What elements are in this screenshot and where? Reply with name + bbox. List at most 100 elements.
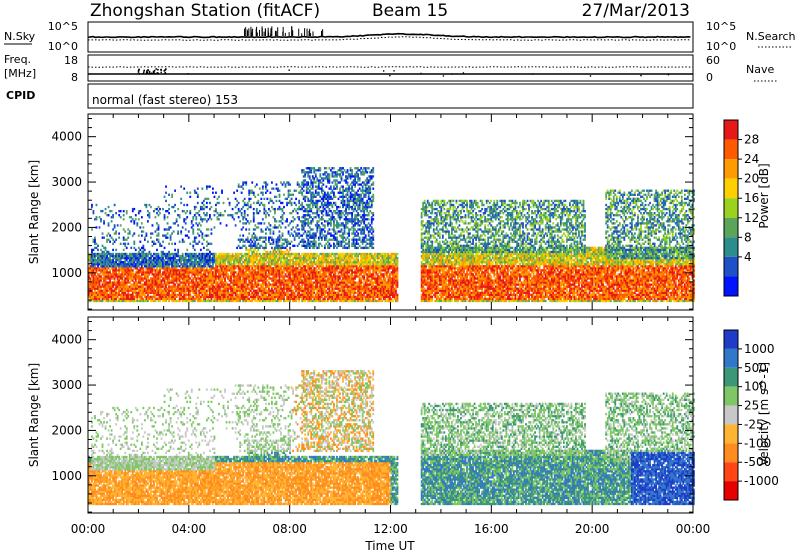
heatmap-cell: [298, 237, 300, 239]
heatmap-cell: [291, 241, 293, 243]
heatmap-cell: [325, 283, 327, 285]
freq-dot: [389, 75, 391, 77]
heatmap-cell: [200, 230, 202, 232]
heatmap-cell: [265, 247, 267, 249]
heatmap-cell: [327, 259, 329, 261]
heatmap-cell: [200, 224, 202, 226]
heatmap-cell: [248, 228, 250, 230]
heatmap-cell: [174, 204, 176, 206]
heatmap-cell: [253, 202, 255, 204]
heatmap-cell: [201, 237, 203, 239]
heatmap-cell: [118, 237, 120, 239]
heatmap-cell: [111, 237, 113, 239]
freq-dot: [150, 72, 152, 74]
heatmap-cell: [239, 300, 241, 302]
heatmap-cell: [168, 300, 170, 302]
heatmap-cell: [232, 208, 234, 210]
heatmap-cell: [268, 239, 270, 241]
heatmap-cell: [286, 218, 288, 220]
heatmap-cell: [111, 210, 113, 212]
heatmap-cell: [241, 253, 243, 255]
heatmap-cell: [248, 298, 250, 300]
heatmap-cell: [256, 208, 258, 210]
heatmap-cell: [242, 218, 244, 220]
heatmap-cell: [312, 200, 314, 202]
heatmap-cell: [254, 234, 256, 236]
heatmap-cell: [298, 183, 300, 185]
heatmap-cell: [96, 216, 98, 218]
heatmap-cell: [303, 263, 305, 265]
heatmap-cell: [126, 210, 128, 212]
heatmap-cell: [322, 183, 324, 185]
heatmap-cell: [257, 200, 259, 202]
heatmap-cell: [268, 288, 270, 290]
heatmap-cell: [124, 261, 126, 263]
heatmap-cell: [332, 212, 334, 214]
heatmap-cell: [99, 273, 101, 275]
heatmap-cell: [147, 210, 149, 212]
heatmap-cell: [91, 228, 93, 230]
heatmap-cell: [236, 292, 238, 294]
heatmap-cell: [90, 277, 92, 279]
heatmap-cell: [262, 230, 264, 232]
heatmap-cell: [152, 255, 154, 257]
heatmap-cell: [185, 296, 187, 298]
heatmap-cell: [103, 222, 105, 224]
heatmap-cell: [214, 226, 216, 228]
heatmap-cell: [265, 210, 267, 212]
heatmap-cell: [108, 222, 110, 224]
heatmap-cell: [209, 185, 211, 187]
heatmap-cell: [319, 196, 321, 198]
heatmap-cell: [126, 212, 128, 214]
heatmap-cell: [168, 204, 170, 206]
freq-panel: Freq. [MHz] 18 8 60 0 Nave: [4, 53, 778, 84]
heatmap-cell: [115, 271, 117, 273]
heatmap-cell: [203, 212, 205, 214]
heatmap-cell: [217, 281, 219, 283]
heatmap-cell: [266, 190, 268, 192]
heatmap-cell: [283, 206, 285, 208]
heatmap-cell: [109, 269, 111, 271]
heatmap-cell: [325, 290, 327, 292]
heatmap-cell: [260, 198, 262, 200]
heatmap-cell: [188, 230, 190, 232]
heatmap-cell: [324, 298, 326, 300]
heatmap-cell: [232, 214, 234, 216]
heatmap-cell: [204, 265, 206, 267]
heatmap-cell: [235, 271, 237, 273]
heatmap-cell: [197, 275, 199, 277]
heatmap-cell: [265, 185, 267, 187]
heatmap-cell: [155, 216, 157, 218]
heatmap-cell: [289, 200, 291, 202]
heatmap-cell: [150, 206, 152, 208]
freq-dot: [142, 73, 144, 75]
heatmap-cell: [312, 175, 314, 177]
heatmap-cell: [298, 292, 300, 294]
heatmap-cell: [94, 273, 96, 275]
heatmap-cell: [100, 218, 102, 220]
heatmap-cell: [324, 192, 326, 194]
heatmap-cell: [262, 194, 264, 196]
heatmap-cell: [283, 290, 285, 292]
heatmap-cell: [289, 257, 291, 259]
heatmap-cell: [257, 292, 259, 294]
freq-dot: [160, 69, 162, 71]
noise-panel: N.Sky 10^5 10^0 10^5 10^0 N.Search: [4, 20, 796, 53]
heatmap-cell: [139, 249, 141, 251]
heatmap-cell: [168, 194, 170, 196]
heatmap-cell: [248, 222, 250, 224]
heatmap-cell: [115, 212, 117, 214]
heatmap-cell: [319, 243, 321, 245]
heatmap-cell: [273, 188, 275, 190]
heatmap-cell: [226, 224, 228, 226]
heatmap-cell: [214, 196, 216, 198]
heatmap-cell: [262, 286, 264, 288]
heatmap-cell: [133, 208, 135, 210]
heatmap-cell: [105, 279, 107, 281]
heatmap-cell: [194, 214, 196, 216]
heatmap-cell: [300, 265, 302, 267]
heatmap-cell: [250, 206, 252, 208]
heatmap-cell: [259, 204, 261, 206]
heatmap-cell: [257, 243, 259, 245]
heatmap-cell: [230, 261, 232, 263]
